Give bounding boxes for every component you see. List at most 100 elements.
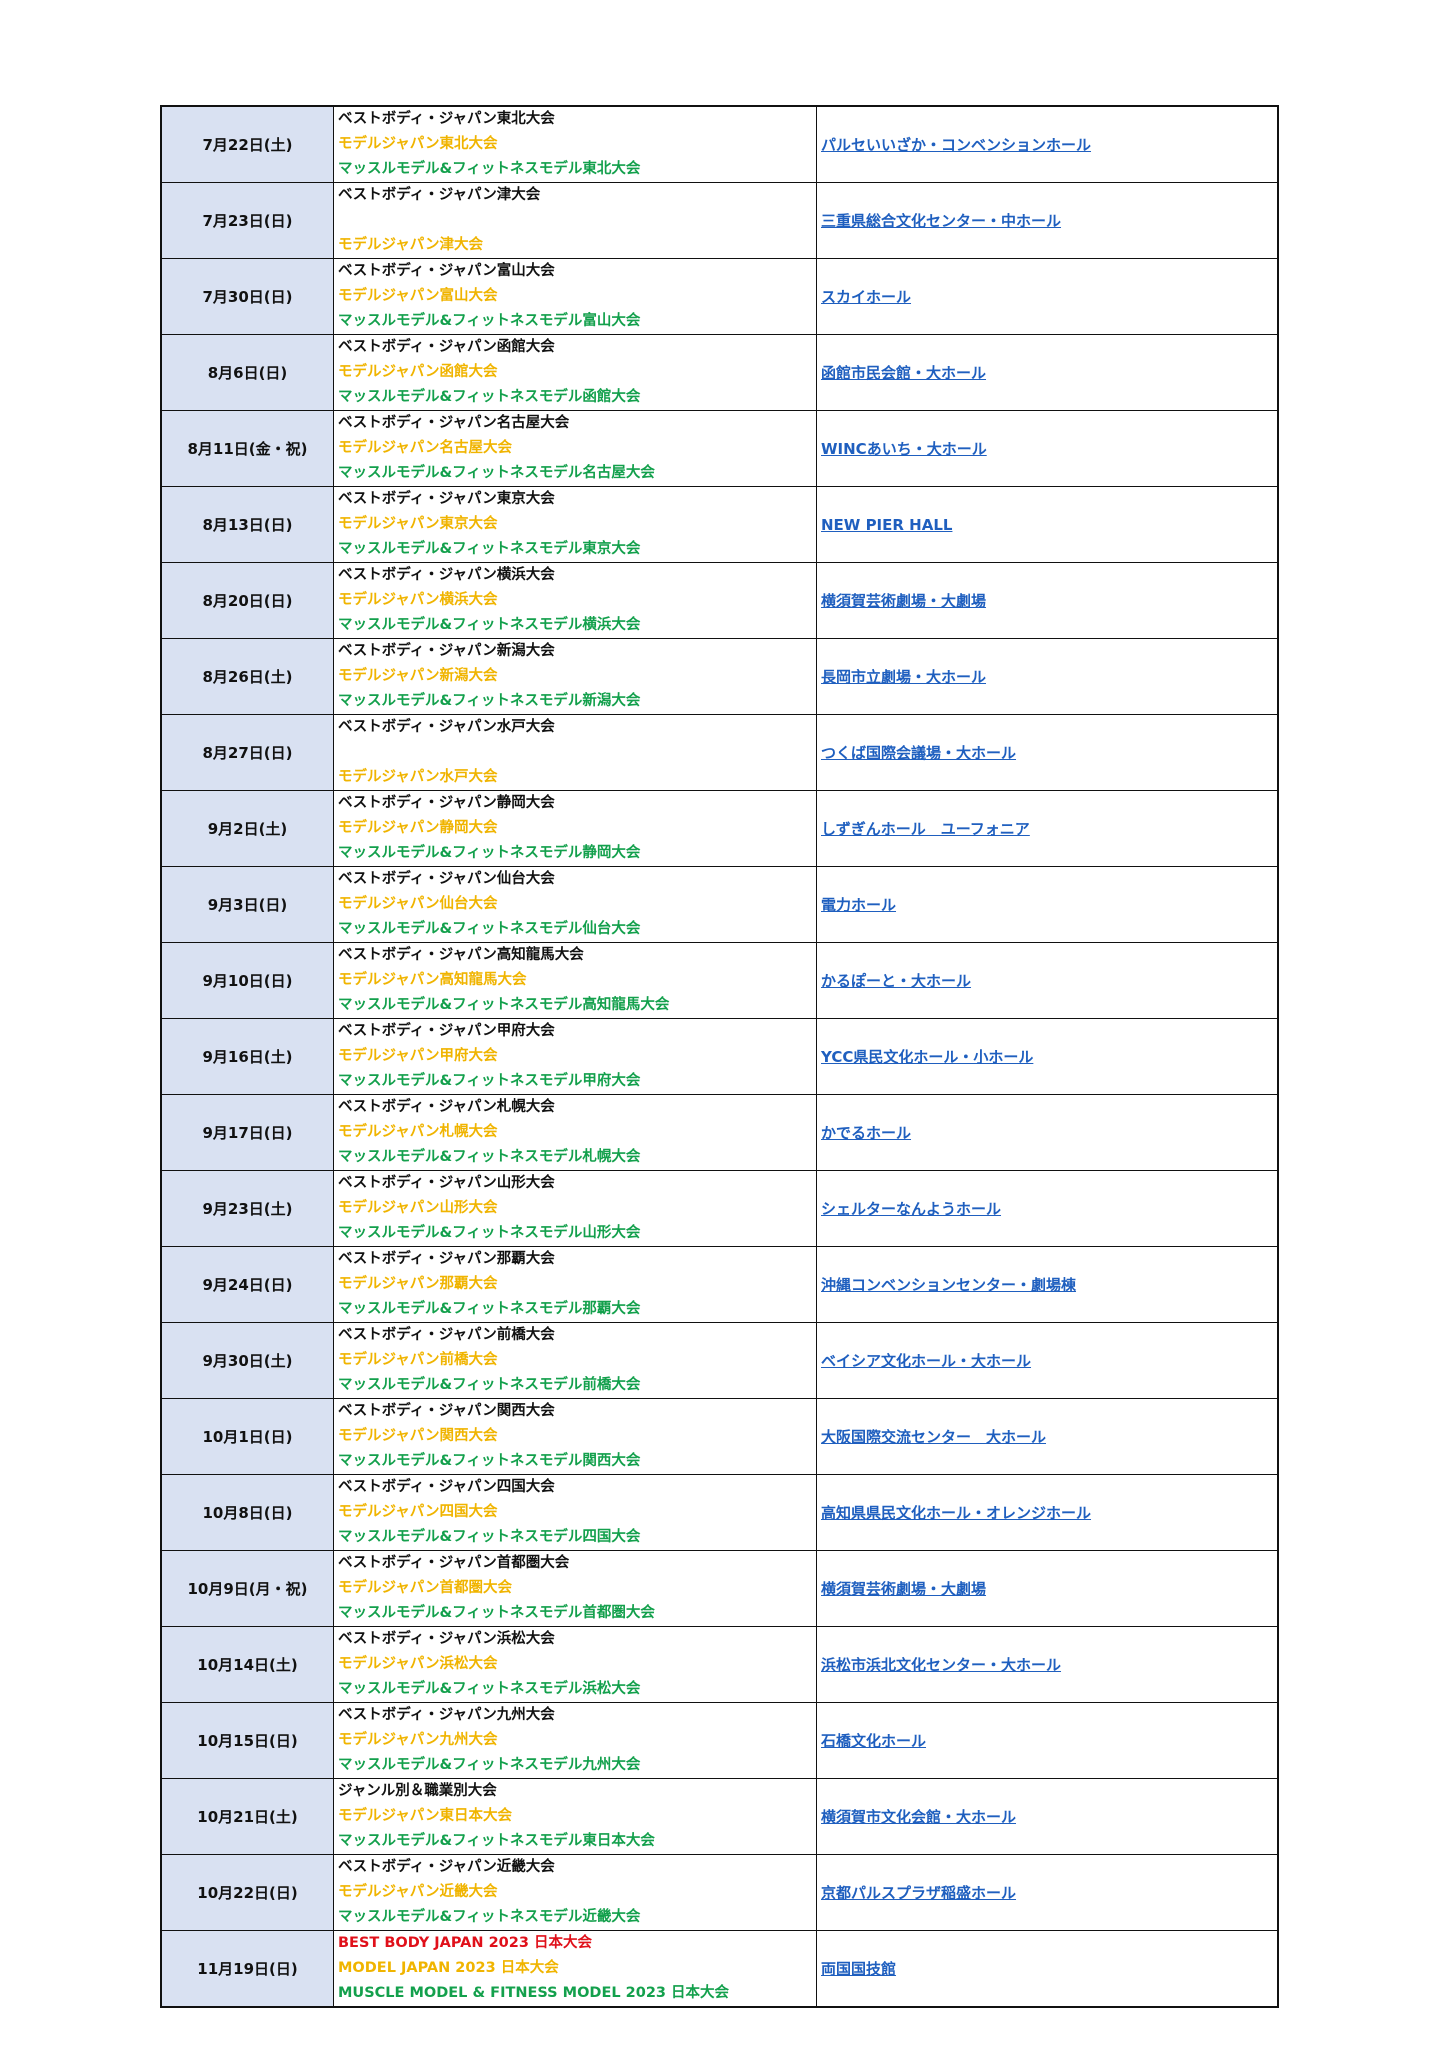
venue-cell: 函館市民会館・大ホール: [816, 334, 1279, 411]
venue-link[interactable]: NEW PIER HALL: [821, 516, 953, 534]
venue-cell: 両国国技館: [816, 1930, 1279, 2008]
event-date: 9月16日(土): [160, 1018, 334, 1095]
venue-link[interactable]: 浜松市浜北文化センター・大ホール: [821, 1656, 1062, 1674]
venue-link[interactable]: パルセいいざか・コンベンションホール: [821, 136, 1092, 154]
event-name: マッスルモデル&フィットネスモデル首都圏大会: [338, 1605, 655, 1621]
event-name: ベストボディ・ジャパン前橋大会: [338, 1327, 555, 1343]
venue-link[interactable]: 長岡市立劇場・大ホール: [821, 668, 987, 686]
venue-link[interactable]: WINCあいち・大ホール: [821, 440, 987, 458]
table-row: 8月27日(日) ベストボディ・ジャパン水戸大会 モデルジャパン水戸大会 つくば国際会…: [160, 714, 1279, 791]
venue-link[interactable]: 沖縄コンベンションセンター・劇場棟: [821, 1276, 1077, 1294]
event-name: ジャンル別＆職業別大会: [338, 1783, 497, 1799]
venue-link[interactable]: 三重県総合文化センター・中ホール: [821, 212, 1062, 230]
event-date: 9月2日(土): [160, 790, 334, 867]
event-name: ベストボディ・ジャパン横浜大会: [338, 567, 555, 583]
event-date: 8月6日(日): [160, 334, 334, 411]
table-row: 7月22日(土) ベストボディ・ジャパン東北大会 モデルジャパン東北大会 マッスルモデ…: [160, 105, 1279, 183]
venue-link[interactable]: かでるホール: [821, 1124, 912, 1142]
event-name: マッスルモデル&フィットネスモデル九州大会: [338, 1757, 641, 1773]
event-name: モデルジャパン山形大会: [338, 1200, 498, 1216]
event-name: マッスルモデル&フィットネスモデル四国大会: [338, 1529, 641, 1545]
venue-link[interactable]: 電力ホール: [821, 896, 897, 914]
event-date: 8月20日(日): [160, 562, 334, 639]
event-name: モデルジャパン札幌大会: [338, 1124, 498, 1140]
venue-cell: かでるホール: [816, 1094, 1279, 1171]
event-name: [338, 208, 816, 233]
event-name: マッスルモデル&フィットネスモデル高知龍馬大会: [338, 997, 670, 1013]
table-row: 11月19日(日) BEST BODY JAPAN 2023 日本大会 MODEL …: [160, 1930, 1279, 2008]
event-name: マッスルモデル&フィットネスモデル甲府大会: [338, 1073, 641, 1089]
table-row: 9月3日(日) ベストボディ・ジャパン仙台大会 モデルジャパン仙台大会 マッスルモデル…: [160, 866, 1279, 943]
table-row: 9月24日(日) ベストボディ・ジャパン那覇大会 モデルジャパン那覇大会 マッスルモデ…: [160, 1246, 1279, 1323]
event-list: ベストボディ・ジャパン甲府大会 モデルジャパン甲府大会 マッスルモデル&フィットネス…: [333, 1018, 817, 1095]
event-date: 10月15日(日): [160, 1702, 334, 1779]
venue-link[interactable]: かるぽーと・大ホール: [821, 972, 972, 990]
venue-link[interactable]: 横須賀芸術劇場・大劇場: [821, 1580, 987, 1598]
venue-link[interactable]: 横須賀市文化会館・大ホール: [821, 1808, 1017, 1826]
event-date: 10月21日(土): [160, 1778, 334, 1855]
venue-link[interactable]: 京都パルスプラザ稲盛ホール: [821, 1884, 1017, 1902]
event-date: 7月22日(土): [160, 105, 334, 183]
event-list: ベストボディ・ジャパン首都圏大会 モデルジャパン首都圏大会 マッスルモデル&フィット…: [333, 1550, 817, 1627]
venue-link[interactable]: 高知県県民文化ホール・オレンジホール: [821, 1504, 1092, 1522]
event-name: マッスルモデル&フィットネスモデル東北大会: [338, 161, 641, 177]
event-name: MUSCLE MODEL & FITNESS MODEL 2023 日本大会: [338, 1985, 730, 2001]
event-name: マッスルモデル&フィットネスモデル東京大会: [338, 541, 641, 557]
event-list: ベストボディ・ジャパン東京大会 モデルジャパン東京大会 マッスルモデル&フィットネス…: [333, 486, 817, 563]
event-name: モデルジャパン近畿大会: [338, 1884, 498, 1900]
venue-link[interactable]: 両国国技館: [821, 1960, 897, 1978]
table-row: 10月14日(土) ベストボディ・ジャパン浜松大会 モデルジャパン浜松大会 マッスルモ…: [160, 1626, 1279, 1703]
venue-cell: 横須賀芸術劇場・大劇場: [816, 562, 1279, 639]
event-name: モデルジャパン首都圏大会: [338, 1580, 512, 1596]
table-row: 9月23日(土) ベストボディ・ジャパン山形大会 モデルジャパン山形大会 マッスルモデ…: [160, 1170, 1279, 1247]
event-date: 8月13日(日): [160, 486, 334, 563]
event-name: モデルジャパン横浜大会: [338, 592, 498, 608]
event-list: ベストボディ・ジャパン名古屋大会 モデルジャパン名古屋大会 マッスルモデル&フィット…: [333, 410, 817, 487]
table-row: 10月21日(土) ジャンル別＆職業別大会 モデルジャパン東日本大会 マッスルモデル&…: [160, 1778, 1279, 1855]
event-name: マッスルモデル&フィットネスモデル静岡大会: [338, 845, 641, 861]
event-date: 9月3日(日): [160, 866, 334, 943]
event-name: MODEL JAPAN 2023 日本大会: [338, 1960, 559, 1976]
event-name: モデルジャパン函館大会: [338, 364, 498, 380]
table-row: 7月23日(日) ベストボディ・ジャパン津大会 モデルジャパン津大会 三重県総合文化セ…: [160, 182, 1279, 259]
event-name: モデルジャパン前橋大会: [338, 1352, 498, 1368]
event-name: ベストボディ・ジャパン富山大会: [338, 263, 555, 279]
event-list: ベストボディ・ジャパン横浜大会 モデルジャパン横浜大会 マッスルモデル&フィットネス…: [333, 562, 817, 639]
event-name: マッスルモデル&フィットネスモデル札幌大会: [338, 1149, 641, 1165]
venue-link[interactable]: シェルターなんようホール: [821, 1200, 1002, 1218]
event-name: マッスルモデル&フィットネスモデル近畿大会: [338, 1909, 641, 1925]
event-name: マッスルモデル&フィットネスモデル富山大会: [338, 313, 641, 329]
event-list: ベストボディ・ジャパン那覇大会 モデルジャパン那覇大会 マッスルモデル&フィットネス…: [333, 1246, 817, 1323]
venue-link[interactable]: ベイシア文化ホール・大ホール: [821, 1352, 1032, 1370]
event-name: モデルジャパン九州大会: [338, 1732, 498, 1748]
event-name: モデルジャパン四国大会: [338, 1504, 498, 1520]
table-row: 9月10日(日) ベストボディ・ジャパン高知龍馬大会 モデルジャパン高知龍馬大会 マッ…: [160, 942, 1279, 1019]
venue-link[interactable]: つくば国際会議場・大ホール: [821, 744, 1017, 762]
venue-link[interactable]: 横須賀芸術劇場・大劇場: [821, 592, 987, 610]
table-row: 8月11日(金・祝) ベストボディ・ジャパン名古屋大会 モデルジャパン名古屋大会 マッ…: [160, 410, 1279, 487]
table-row: 10月8日(日) ベストボディ・ジャパン四国大会 モデルジャパン四国大会 マッスルモデ…: [160, 1474, 1279, 1551]
event-list: ベストボディ・ジャパン津大会 モデルジャパン津大会: [333, 182, 817, 259]
venue-cell: 石橋文化ホール: [816, 1702, 1279, 1779]
event-list: BEST BODY JAPAN 2023 日本大会 MODEL JAPAN 202…: [333, 1930, 817, 2008]
venue-link[interactable]: YCC県民文化ホール・小ホール: [821, 1048, 1034, 1066]
event-list: ベストボディ・ジャパン山形大会 モデルジャパン山形大会 マッスルモデル&フィットネス…: [333, 1170, 817, 1247]
venue-link[interactable]: スカイホール: [821, 288, 912, 306]
event-name: [338, 740, 816, 765]
venue-link[interactable]: 大阪国際交流センター 大ホール: [821, 1428, 1047, 1446]
venue-link[interactable]: 函館市民会館・大ホール: [821, 364, 987, 382]
event-name: モデルジャパン水戸大会: [338, 769, 498, 785]
venue-cell: スカイホール: [816, 258, 1279, 335]
venue-cell: NEW PIER HALL: [816, 486, 1279, 563]
event-date: 9月17日(日): [160, 1094, 334, 1171]
venue-link[interactable]: しずぎんホール ユーフォニア: [821, 820, 1030, 838]
event-name: モデルジャパン浜松大会: [338, 1656, 498, 1672]
event-name: ベストボディ・ジャパン山形大会: [338, 1175, 555, 1191]
event-name: マッスルモデル&フィットネスモデル那覇大会: [338, 1301, 641, 1317]
event-name: ベストボディ・ジャパン浜松大会: [338, 1631, 555, 1647]
event-date: 10月1日(日): [160, 1398, 334, 1475]
schedule-table: 7月22日(土) ベストボディ・ジャパン東北大会 モデルジャパン東北大会 マッスルモデ…: [160, 105, 1279, 2008]
event-name: モデルジャパン関西大会: [338, 1428, 498, 1444]
venue-link[interactable]: 石橋文化ホール: [821, 1732, 927, 1750]
venue-cell: WINCあいち・大ホール: [816, 410, 1279, 487]
